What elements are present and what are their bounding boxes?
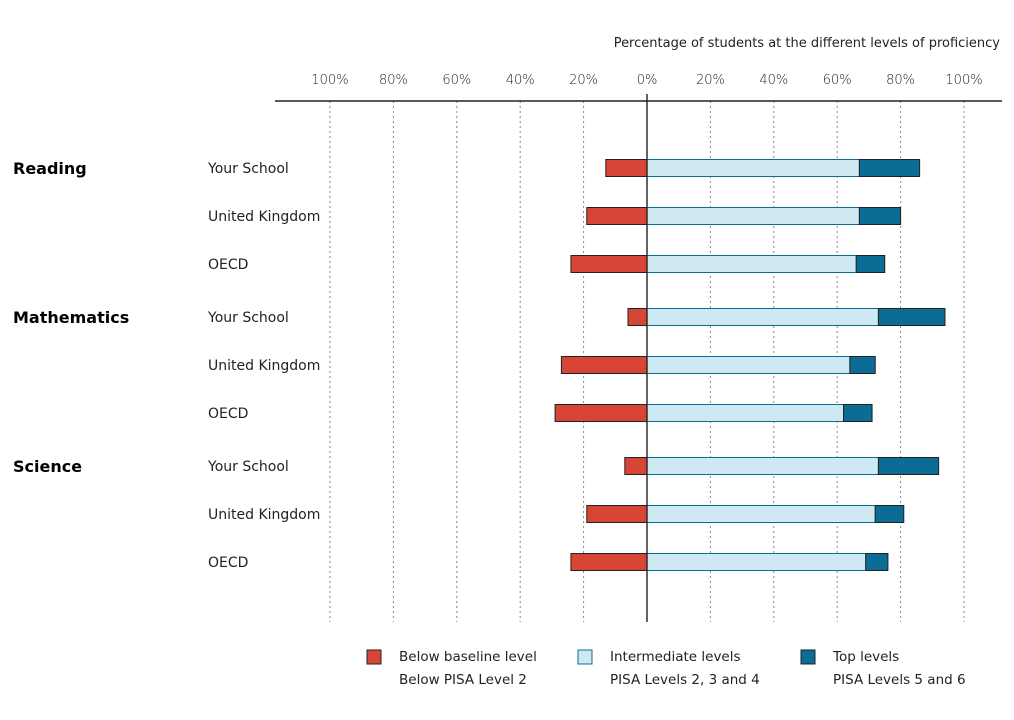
row-label: Your School (207, 161, 289, 177)
bar-top-levels (877, 457, 940, 475)
x-tick-label: 80% (886, 73, 915, 88)
chart-rows: Reading Your School United Kingdom OECD Math… (13, 159, 946, 571)
x-tick-label: 20% (696, 73, 725, 88)
x-tick-label: 80% (379, 73, 408, 88)
bar-below-baseline (554, 404, 648, 422)
row-label: Your School (207, 310, 289, 326)
x-tick-label: 40% (759, 73, 788, 88)
bar-intermediate (646, 159, 860, 177)
bar-below-baseline (570, 553, 648, 571)
bar-below-baseline (586, 505, 648, 523)
group-label: Reading (13, 159, 87, 178)
legend-sublabel: PISA Levels 2, 3 and 4 (610, 672, 760, 688)
bar-top-levels (858, 207, 902, 225)
x-tick-label: 60% (442, 73, 471, 88)
x-tick-label: 20% (569, 73, 598, 88)
bar-below-baseline (627, 308, 648, 326)
row-label: Your School (207, 459, 289, 475)
bar-intermediate (646, 505, 876, 523)
x-tick-label: 100% (945, 73, 982, 88)
bar-intermediate (646, 457, 879, 475)
x-axis-ticks: 100% 80% 60% 40% 20% 0% 20% 40% 60% 80% 100% (311, 73, 982, 88)
bar-top-levels (858, 159, 921, 177)
legend-swatch (366, 649, 382, 665)
chart-title: Percentage of students at the different … (614, 36, 1001, 51)
group-label: Science (13, 457, 82, 476)
bar-top-levels (855, 255, 886, 273)
bar-below-baseline (605, 159, 648, 177)
x-tick-label: 0% (637, 73, 658, 88)
legend-swatch (577, 649, 593, 665)
bar-below-baseline (570, 255, 648, 273)
row-label: United Kingdom (208, 358, 320, 374)
x-tick-label: 60% (823, 73, 852, 88)
row-label: United Kingdom (208, 209, 320, 225)
bar-below-baseline (586, 207, 648, 225)
bar-top-levels (843, 404, 873, 422)
legend: Below baseline level Below PISA Level 2 In… (366, 649, 966, 688)
bar-top-levels (874, 505, 905, 523)
x-tick-label: 100% (311, 73, 348, 88)
row-label: OECD (208, 555, 248, 571)
bar-below-baseline (560, 356, 648, 374)
legend-sublabel: PISA Levels 5 and 6 (833, 672, 966, 688)
bar-intermediate (646, 207, 860, 225)
group-label: Mathematics (13, 308, 129, 327)
bar-intermediate (646, 553, 867, 571)
bar-top-levels (865, 553, 889, 571)
row-label: OECD (208, 257, 248, 273)
row-label: OECD (208, 406, 248, 422)
bar-intermediate (646, 356, 851, 374)
legend-label: Below baseline level (399, 649, 537, 665)
bar-intermediate (646, 255, 857, 273)
legend-label: Top levels (832, 649, 899, 665)
bar-top-levels (877, 308, 946, 326)
legend-sublabel: Below PISA Level 2 (399, 672, 527, 688)
row-label: United Kingdom (208, 507, 320, 523)
bar-below-baseline (624, 457, 648, 475)
legend-label: Intermediate levels (610, 649, 741, 665)
bar-intermediate (646, 308, 879, 326)
legend-swatch (800, 649, 816, 665)
bar-intermediate (646, 404, 845, 422)
bar-top-levels (849, 356, 876, 374)
x-tick-label: 40% (506, 73, 535, 88)
